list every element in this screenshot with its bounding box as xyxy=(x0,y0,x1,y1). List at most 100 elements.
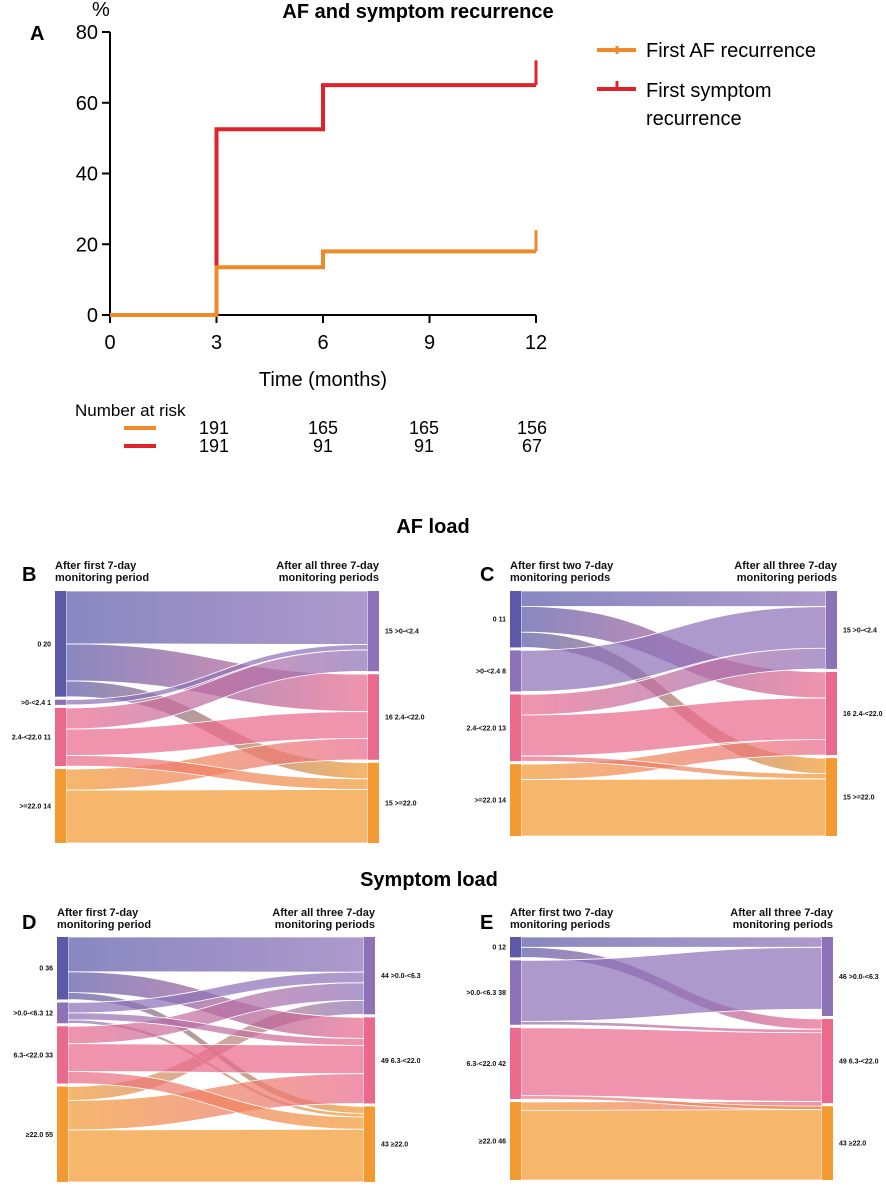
sankey-node-label-left: >0.0-<6.3 38 xyxy=(466,990,506,997)
sankey-node-label-right: 46 >0.0-<6.3 xyxy=(839,974,879,981)
x-axis-label: Time (months) xyxy=(259,369,387,391)
legend-label-af: First AF recurrence xyxy=(646,40,816,62)
sankey-flow xyxy=(65,737,369,791)
sankey-node-label-right: 15 >0-<2.4 xyxy=(843,627,877,634)
sankey-node-label-left: 0 11 xyxy=(493,617,506,624)
sankey-node-label-left: 0 20 xyxy=(37,641,51,648)
panel-letter-b: B xyxy=(22,564,36,586)
sankey-node-right xyxy=(826,591,837,669)
sankey-node-right xyxy=(368,762,379,843)
sankey-node-left xyxy=(55,769,66,843)
section-title-af-load: AF load xyxy=(396,516,469,538)
sankey-node-left xyxy=(57,937,68,1000)
sankey-node-right xyxy=(822,1106,833,1180)
y-axis-label: % xyxy=(92,0,110,21)
risk-cell: 191 xyxy=(199,436,229,456)
panel-letter-e: E xyxy=(480,912,493,934)
sankey-node-label-left: 0 12 xyxy=(492,945,506,952)
sankey-node-label-left: 6.3-<22.0 42 xyxy=(466,1061,506,1068)
risk-cell: 165 xyxy=(409,418,439,438)
sankey-node-label-left: >0-<2.4 1 xyxy=(21,700,51,707)
x-tick-label: 0 xyxy=(104,332,115,354)
left-header: monitoring periods xyxy=(510,572,610,584)
risk-cell: 156 xyxy=(517,418,547,438)
right-header: After all three 7-day xyxy=(276,560,380,572)
x-tick-label: 12 xyxy=(525,332,547,354)
sankey-node-left xyxy=(510,1102,521,1180)
sankey-node-left xyxy=(57,1002,68,1024)
sankey-node-left xyxy=(55,707,66,767)
sankey-node-right xyxy=(826,758,837,836)
legend-label-symptom: First symptom recurrence xyxy=(646,80,772,130)
sankey-flow xyxy=(67,1128,365,1183)
km-line-af xyxy=(110,249,536,317)
sankey-flow xyxy=(520,936,823,948)
sankey-node-label-right: 49 6.3-<22.0 xyxy=(839,1059,879,1066)
sankey-node-left xyxy=(510,694,521,762)
risk-cell: 67 xyxy=(522,436,542,456)
sankey-node-label-right: 15 >=22.0 xyxy=(385,800,417,807)
sankey-node-right xyxy=(826,671,837,756)
right-header: monitoring periods xyxy=(733,919,833,931)
panel-letter-d: D xyxy=(22,912,36,934)
sankey-node-left xyxy=(510,1027,521,1099)
sankey-node-label-left: 2.4-<22.0 13 xyxy=(466,725,506,732)
right-header: monitoring periods xyxy=(275,919,375,931)
legend: First AF recurrence First symptom recurre… xyxy=(597,40,816,130)
sankey-node-label-left: ≥22.0 55 xyxy=(26,1132,53,1139)
sankey-node-label-left: ≥22.0 46 xyxy=(479,1139,506,1146)
x-tick-label: 9 xyxy=(424,332,435,354)
sankey-node-left xyxy=(510,764,521,836)
sankey-node-label-left: >0-<2.4 8 xyxy=(476,668,506,675)
panel-letter-c: C xyxy=(480,564,494,586)
sankey-flow xyxy=(520,1027,823,1102)
sankey-flows xyxy=(520,936,823,1181)
sankey-flow xyxy=(65,789,369,844)
left-header: monitoring periods xyxy=(510,919,610,931)
sankey-node-label-right: 16 2.4-<22.0 xyxy=(843,711,883,718)
left-header: monitoring period xyxy=(55,572,149,584)
right-header: After all three 7-day xyxy=(734,560,838,572)
sankey-node-left xyxy=(57,1026,68,1084)
sankey-node-label-right: 43 ≥22.0 xyxy=(381,1142,408,1149)
sankey-flows xyxy=(65,590,369,844)
sankey-node-label-left: >=22.0 14 xyxy=(474,798,506,805)
y-tick-label: 80 xyxy=(76,22,98,44)
sankey-node-left xyxy=(57,1086,68,1182)
sankey-flow xyxy=(520,590,827,607)
sankey-node-label-left: >0.0-<6.3 12 xyxy=(13,1010,53,1017)
sankey-node-label-right: 49 6.3-<22.0 xyxy=(381,1058,421,1065)
sankey-node-label-left: 0 36 xyxy=(39,966,53,973)
km-line-symptom xyxy=(110,83,536,317)
left-header: After first 7-day xyxy=(55,560,137,572)
sankey-node-label-right: 44 >0.0-<6.3 xyxy=(381,973,421,980)
y-tick-label: 0 xyxy=(87,305,98,327)
risk-cell: 191 xyxy=(199,418,229,438)
km-axes: 0 20 40 60 80 0 3 6 9 12 xyxy=(76,22,547,354)
sankey-node-right xyxy=(368,674,379,760)
risk-cell: 91 xyxy=(414,436,434,456)
sankey-node-label-left: 2.4-<22.0 11 xyxy=(12,734,51,741)
y-tick-label: 60 xyxy=(76,93,98,115)
panel-letter-a: A xyxy=(30,23,44,45)
sankey-node-label-right: 15 >0-<2.4 xyxy=(385,629,419,636)
sankey-flow xyxy=(65,590,369,645)
sankey-flows xyxy=(520,590,827,837)
sankey-node-label-right: 43 ≥22.0 xyxy=(839,1141,866,1148)
sankey-flow xyxy=(67,936,365,973)
sankey-node-label-left: 6.3-<22.0 33 xyxy=(13,1052,53,1059)
y-tick-label: 20 xyxy=(76,234,98,256)
sankey-node-left xyxy=(510,650,521,692)
left-header: monitoring period xyxy=(57,919,151,931)
risk-cell: 165 xyxy=(308,418,338,438)
left-header: After first 7-day xyxy=(57,907,139,919)
x-tick-label: 6 xyxy=(317,332,328,354)
km-curves xyxy=(110,60,538,317)
sankey-node-left xyxy=(55,699,66,705)
sankey-node-right xyxy=(364,1106,375,1182)
sankey-flow xyxy=(520,778,827,837)
right-header: After all three 7-day xyxy=(730,907,834,919)
